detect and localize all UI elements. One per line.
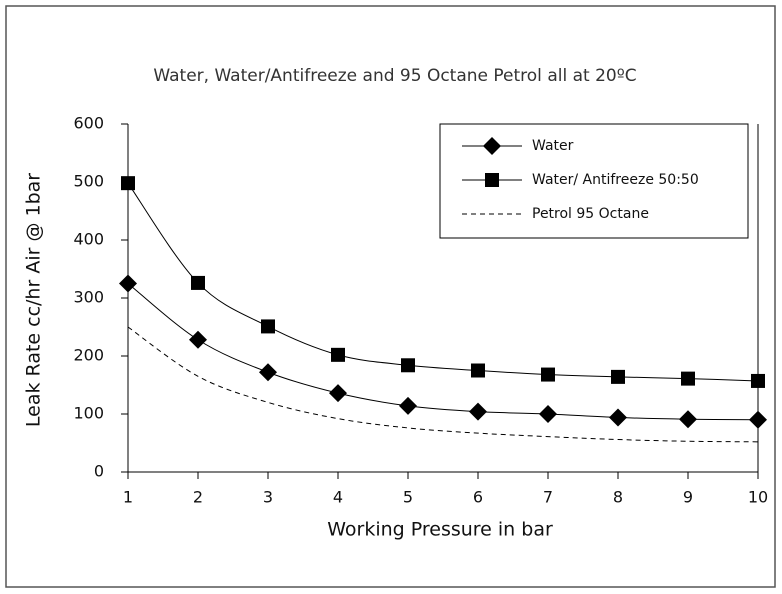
x-tick-label: 3	[263, 488, 273, 507]
marker	[261, 319, 275, 333]
marker	[609, 408, 627, 426]
x-axis-title: Working Pressure in bar	[327, 519, 553, 541]
x-tick-label: 8	[613, 488, 623, 507]
y-tick-label: 200	[73, 346, 104, 365]
y-tick-label: 600	[73, 114, 104, 133]
marker	[121, 176, 135, 190]
marker	[539, 405, 557, 423]
marker	[401, 358, 415, 372]
legend-label: Water/ Antifreeze 50:50	[532, 172, 699, 188]
marker	[329, 384, 347, 402]
series-line	[128, 284, 758, 420]
y-tick-label: 400	[73, 230, 104, 249]
marker	[611, 370, 625, 384]
marker	[679, 410, 697, 428]
marker	[485, 173, 499, 187]
chart: Water, Water/Antifreeze and 95 Octane Pe…	[0, 0, 782, 594]
marker	[119, 275, 137, 293]
legend-label: Water	[532, 138, 574, 154]
legend-label: Petrol 95 Octane	[532, 206, 649, 222]
y-tick-label: 500	[73, 172, 104, 191]
y-tick-label: 100	[73, 404, 104, 423]
x-tick-label: 4	[333, 488, 343, 507]
marker	[749, 411, 767, 429]
marker	[191, 276, 205, 290]
x-tick-label: 6	[473, 488, 483, 507]
marker	[751, 374, 765, 388]
marker	[541, 368, 555, 382]
marker	[189, 331, 207, 349]
x-tick-label: 7	[543, 488, 553, 507]
marker	[471, 364, 485, 378]
x-tick-label: 5	[403, 488, 413, 507]
marker	[399, 397, 417, 415]
frame	[6, 6, 775, 587]
marker	[469, 403, 487, 421]
x-tick-label: 10	[748, 488, 768, 507]
marker	[331, 348, 345, 362]
series-line	[128, 327, 758, 442]
y-tick-label: 0	[94, 462, 104, 481]
y-tick-label: 300	[73, 288, 104, 307]
marker	[259, 363, 277, 381]
x-tick-label: 1	[123, 488, 133, 507]
x-tick-label: 2	[193, 488, 203, 507]
marker	[681, 372, 695, 386]
x-tick-label: 9	[683, 488, 693, 507]
y-axis-title: Leak Rate cc/hr Air @ 1bar	[23, 173, 45, 427]
chart-title: Water, Water/Antifreeze and 95 Octane Pe…	[153, 66, 636, 86]
